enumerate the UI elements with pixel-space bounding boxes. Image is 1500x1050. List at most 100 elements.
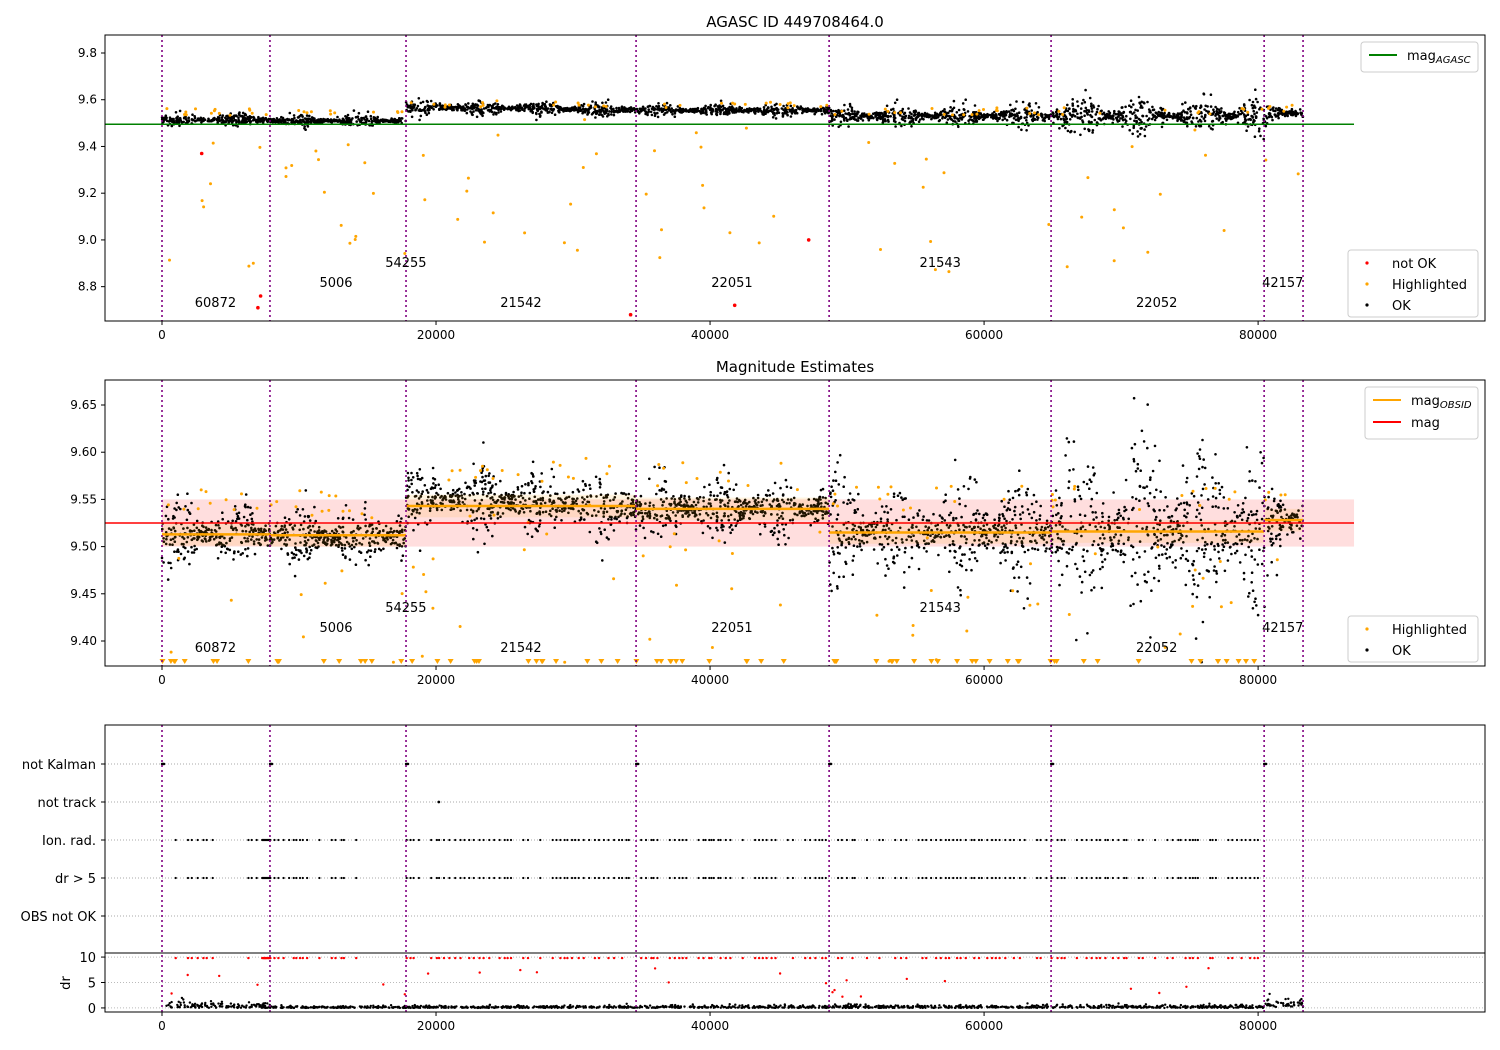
ok-point (225, 541, 228, 545)
panel-2: 6087250065425521542220512154322052421570… (70, 358, 1486, 687)
ok-point (357, 111, 361, 115)
ok-point (1209, 127, 1213, 130)
ok-point (465, 508, 469, 512)
ok-point (589, 106, 593, 109)
ok-point (1084, 106, 1088, 110)
highlighted-point (786, 106, 790, 110)
ok-point (1014, 118, 1018, 122)
ok-point (370, 119, 374, 123)
x-tick-label: 20000 (417, 328, 455, 342)
ok-point (711, 536, 714, 540)
ok-point (1246, 113, 1250, 116)
ok-point (1246, 125, 1250, 128)
ok-point (494, 102, 497, 105)
ok-point (423, 110, 427, 113)
ok-point (353, 536, 357, 540)
ok-point (432, 105, 436, 108)
ok-point (722, 463, 726, 467)
ok-point (1239, 109, 1243, 113)
ok-point (820, 112, 824, 116)
ok-point (558, 111, 561, 114)
ok-point (472, 537, 475, 541)
ok-point (204, 526, 208, 529)
ok-point (365, 550, 369, 554)
ok-point (530, 108, 534, 112)
ok-point (284, 120, 287, 124)
ok-point (293, 524, 297, 527)
ok-point (1238, 106, 1241, 110)
ok-point (334, 543, 338, 547)
ok-point (303, 540, 307, 543)
ok-point (276, 536, 280, 539)
legend-marker (1365, 261, 1369, 265)
ok-point (967, 119, 970, 122)
ok-point (1205, 109, 1208, 113)
ok-point (587, 500, 591, 504)
ok-point (564, 507, 567, 510)
ok-point (1286, 111, 1289, 115)
ok-point (1098, 117, 1101, 120)
ok-point (214, 530, 218, 533)
ok-point (345, 540, 349, 544)
ok-point (191, 113, 194, 116)
ok-point (1264, 124, 1268, 128)
ok-point (202, 531, 206, 534)
ok-point (1056, 115, 1059, 119)
ok-point (522, 511, 526, 514)
highlighted-point (893, 161, 897, 165)
highlighted-point (786, 102, 790, 106)
ok-point (233, 505, 237, 508)
ok-point (251, 119, 255, 122)
ok-point (1091, 131, 1094, 134)
ok-point (176, 493, 180, 497)
ok-point (456, 493, 459, 497)
ok-point (720, 486, 724, 490)
ok-point (389, 536, 392, 540)
ok-point (1242, 113, 1246, 116)
ok-point (1227, 115, 1231, 118)
ok-point (220, 535, 224, 538)
ok-point (407, 110, 410, 113)
ok-point (613, 496, 617, 499)
ok-point (251, 535, 254, 538)
ok-point (341, 553, 345, 556)
highlighted-point (184, 110, 188, 114)
ok-point (1015, 100, 1018, 103)
ok-point (1265, 115, 1268, 118)
x-tick-label: 0 (158, 328, 166, 342)
ok-point (832, 550, 835, 553)
ok-point (535, 118, 538, 122)
highlighted-point (284, 175, 288, 178)
ok-point (773, 103, 777, 107)
ok-point (485, 494, 489, 498)
ok-point (832, 109, 835, 113)
ok-point (1243, 115, 1246, 118)
ok-point (1254, 97, 1258, 101)
highlighted-point (644, 192, 648, 196)
ok-point (517, 495, 521, 498)
panel-1: 6087250065425521542220512154322052421570… (78, 13, 1486, 342)
ok-point (1102, 111, 1106, 115)
ok-point (563, 109, 566, 112)
ok-point (1131, 132, 1134, 136)
highlighted-point (575, 248, 579, 252)
ok-point (1242, 103, 1246, 106)
ok-point (332, 540, 336, 543)
ok-point (308, 545, 312, 549)
ok-point (1180, 113, 1183, 117)
ok-point (451, 107, 455, 110)
ok-point (471, 102, 475, 106)
ok-point (846, 118, 849, 122)
highlighted-point (409, 101, 413, 105)
ok-point (1218, 117, 1222, 120)
ok-point (878, 113, 882, 117)
ok-point (726, 107, 730, 110)
ok-point (353, 545, 356, 549)
ok-point (583, 110, 586, 114)
ok-point (221, 114, 225, 117)
ok-point (187, 116, 190, 120)
legend-box (1360, 41, 1479, 73)
ok-point (259, 117, 262, 121)
ok-point (565, 109, 569, 112)
highlighted-point (248, 108, 252, 112)
